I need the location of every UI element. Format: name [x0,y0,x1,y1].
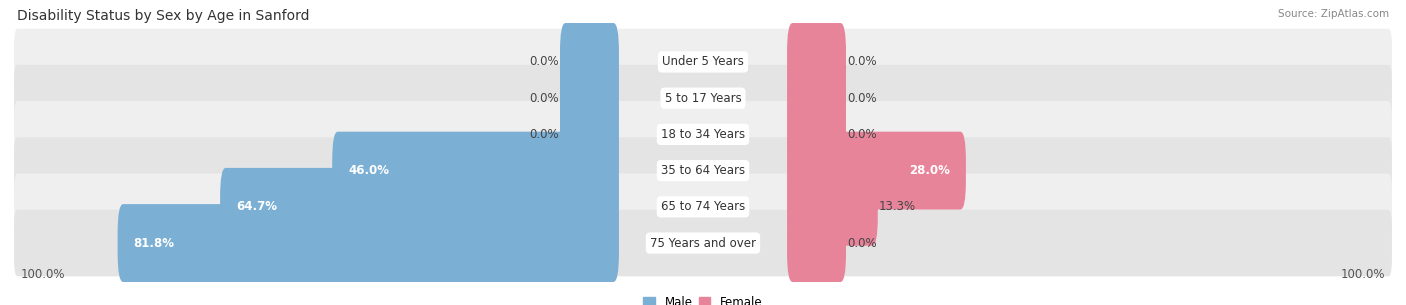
FancyBboxPatch shape [560,59,619,137]
Text: 13.3%: 13.3% [879,200,917,213]
Text: 100.0%: 100.0% [1340,268,1385,281]
Text: 35 to 64 Years: 35 to 64 Years [661,164,745,177]
Text: 5 to 17 Years: 5 to 17 Years [665,92,741,105]
FancyBboxPatch shape [787,132,966,210]
Text: 0.0%: 0.0% [529,128,558,141]
FancyBboxPatch shape [787,23,846,101]
Text: 0.0%: 0.0% [848,237,877,249]
FancyBboxPatch shape [14,210,1392,276]
Text: 18 to 34 Years: 18 to 34 Years [661,128,745,141]
FancyBboxPatch shape [332,132,619,210]
Text: 100.0%: 100.0% [21,268,66,281]
FancyBboxPatch shape [221,168,619,246]
FancyBboxPatch shape [14,101,1392,168]
Text: 46.0%: 46.0% [349,164,389,177]
Text: 75 Years and over: 75 Years and over [650,237,756,249]
Text: Source: ZipAtlas.com: Source: ZipAtlas.com [1278,9,1389,19]
Text: 81.8%: 81.8% [134,237,174,249]
Legend: Male, Female: Male, Female [638,291,768,305]
FancyBboxPatch shape [560,23,619,101]
FancyBboxPatch shape [118,204,619,282]
FancyBboxPatch shape [14,174,1392,240]
FancyBboxPatch shape [14,29,1392,95]
FancyBboxPatch shape [14,65,1392,131]
FancyBboxPatch shape [560,95,619,173]
FancyBboxPatch shape [787,204,846,282]
Text: 64.7%: 64.7% [236,200,277,213]
Text: 65 to 74 Years: 65 to 74 Years [661,200,745,213]
FancyBboxPatch shape [787,168,877,246]
Text: 0.0%: 0.0% [848,92,877,105]
Text: 0.0%: 0.0% [848,56,877,68]
Text: Under 5 Years: Under 5 Years [662,56,744,68]
Text: 0.0%: 0.0% [848,128,877,141]
Text: 0.0%: 0.0% [529,92,558,105]
FancyBboxPatch shape [787,59,846,137]
FancyBboxPatch shape [787,95,846,173]
Text: Disability Status by Sex by Age in Sanford: Disability Status by Sex by Age in Sanfo… [17,9,309,23]
FancyBboxPatch shape [14,137,1392,204]
Text: 28.0%: 28.0% [910,164,950,177]
Text: 0.0%: 0.0% [529,56,558,68]
